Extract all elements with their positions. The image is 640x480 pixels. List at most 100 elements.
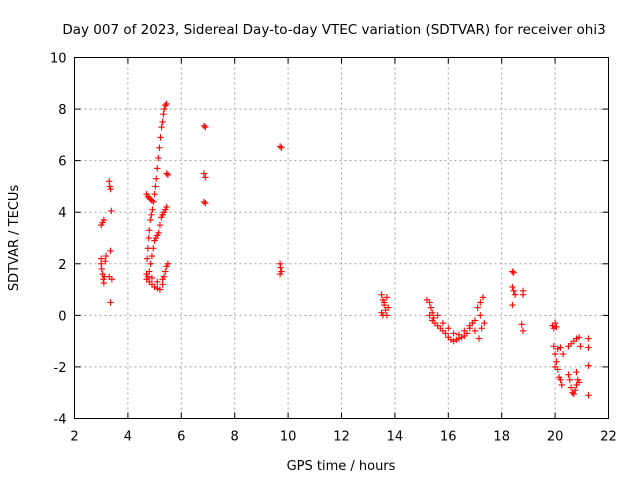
data-point	[150, 198, 157, 206]
data-point	[445, 325, 452, 332]
chart-title: Day 007 of 2023, Sidereal Day-to-day VTE…	[62, 22, 605, 38]
data-point	[143, 255, 151, 262]
data-point	[585, 362, 592, 369]
y-tick-label: 8	[58, 103, 66, 118]
data-point	[107, 185, 114, 193]
data-point	[442, 330, 449, 337]
data-point	[481, 319, 488, 327]
data-point	[557, 344, 564, 351]
data-point	[551, 319, 559, 327]
data-point	[276, 270, 284, 278]
data-point	[158, 123, 165, 131]
data-point	[154, 278, 161, 286]
data-point	[107, 247, 114, 255]
data-point	[148, 274, 156, 282]
data-point	[553, 358, 560, 365]
data-point	[108, 276, 116, 283]
data-point	[475, 335, 483, 342]
y-tick-label: 2	[58, 258, 66, 273]
x-tick-label: 18	[493, 430, 510, 445]
data-point	[477, 312, 484, 319]
data-point	[159, 118, 166, 126]
data-point	[426, 312, 433, 319]
data-point	[156, 286, 164, 293]
data-point	[143, 270, 150, 278]
x-tick-label: 2	[70, 430, 78, 445]
data-point	[478, 325, 485, 332]
data-point	[383, 312, 391, 319]
data-point	[156, 144, 163, 151]
data-point	[571, 386, 579, 394]
data-point	[378, 291, 385, 298]
data-point	[553, 323, 560, 331]
x-tick-label: 10	[280, 430, 297, 445]
data-point	[162, 102, 169, 109]
x-tick-label: 22	[600, 430, 617, 445]
data-point	[146, 227, 153, 234]
data-point	[471, 317, 479, 324]
data-point	[426, 299, 433, 306]
data-point	[477, 299, 484, 306]
data-point	[163, 170, 170, 177]
data-point	[510, 287, 517, 295]
data-point	[570, 390, 577, 398]
data-point	[439, 319, 447, 327]
data-point	[429, 317, 436, 324]
data-point	[164, 171, 172, 179]
data-point	[381, 299, 388, 306]
data-point	[151, 190, 158, 198]
data-point	[558, 381, 565, 389]
data-point	[278, 144, 285, 151]
data-point	[461, 327, 468, 335]
y-axis-label: SDTVAR / TECUs	[7, 185, 22, 292]
data-point	[148, 211, 155, 218]
data-point	[518, 321, 525, 328]
data-point	[163, 203, 170, 211]
data-point	[551, 363, 559, 371]
data-point	[565, 371, 572, 378]
data-point	[573, 368, 580, 376]
data-point	[149, 206, 156, 213]
data-point	[510, 269, 517, 277]
y-tick-label: 10	[50, 52, 67, 67]
data-point	[511, 291, 519, 298]
data-point	[466, 322, 473, 329]
data-point	[147, 216, 154, 224]
data-point	[585, 392, 592, 399]
y-tick-label: 0	[58, 309, 66, 324]
data-point	[164, 260, 172, 267]
x-tick-label: 6	[177, 430, 185, 445]
data-point	[574, 376, 581, 384]
data-point	[202, 174, 209, 181]
data-point	[277, 264, 284, 271]
data-point	[557, 376, 564, 384]
data-point	[108, 207, 115, 215]
x-tick-label: 16	[440, 430, 457, 445]
data-point	[157, 134, 164, 141]
data-point	[152, 183, 159, 190]
data-point	[159, 276, 166, 283]
data-point	[163, 100, 170, 108]
data-point	[200, 198, 208, 206]
data-point	[155, 154, 162, 162]
y-tick-label: 6	[58, 155, 66, 170]
data-point	[585, 335, 592, 342]
x-tick-label: 14	[387, 430, 404, 445]
data-point	[100, 216, 108, 224]
data-point	[160, 111, 167, 118]
data-point	[102, 252, 110, 260]
y-tick-label: -4	[54, 413, 67, 428]
data-point	[575, 334, 583, 341]
data-point	[434, 312, 441, 319]
y-tick-label: -2	[54, 361, 67, 376]
data-point	[509, 283, 516, 291]
data-point	[427, 304, 435, 311]
data-point	[145, 234, 152, 242]
data-point	[567, 384, 575, 391]
data-point	[156, 221, 164, 229]
data-point	[153, 175, 160, 182]
data-point	[202, 123, 209, 131]
data-point	[276, 143, 284, 150]
data-point	[566, 376, 573, 384]
